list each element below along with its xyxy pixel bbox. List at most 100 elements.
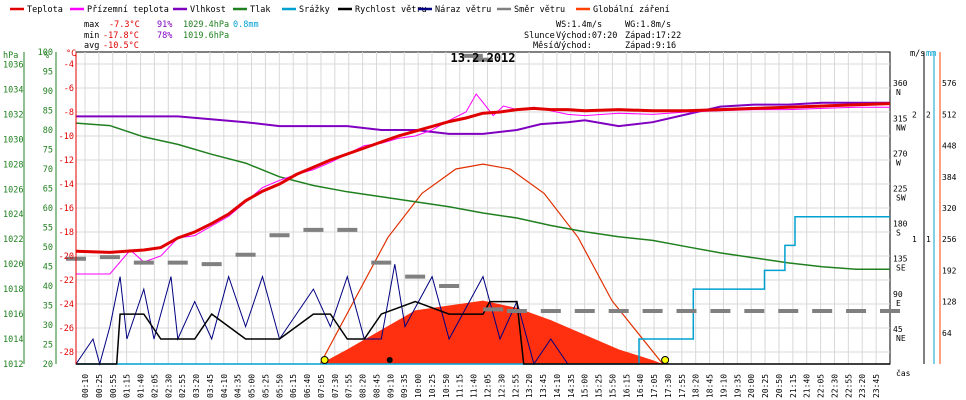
direction-label: NW	[896, 123, 906, 132]
x-tick-label: 12:30	[497, 374, 506, 398]
temperature-tick: -24	[59, 300, 74, 310]
x-tick-label: 04:35	[234, 374, 243, 398]
pressure-tick: 1026	[3, 185, 23, 195]
x-tick-label: 11:40	[470, 374, 479, 398]
x-tick-label: 20:50	[775, 374, 784, 398]
direction-tick: 90	[893, 290, 903, 299]
pressure-axis-unit: hPa	[3, 51, 18, 61]
x-tick-label: 17:05	[650, 374, 659, 398]
direction-label: S	[896, 229, 901, 238]
x-tick-label: 01:40	[137, 374, 146, 398]
humidity-tick: 95	[43, 68, 53, 78]
temperature-tick: -14	[59, 180, 74, 190]
x-tick-label: 05:00	[248, 374, 257, 398]
radiation-tick: 320	[942, 204, 957, 213]
stat-min-label: min	[84, 31, 99, 41]
humidity-tick: 65	[43, 185, 53, 195]
rain-tick: 1	[926, 235, 931, 244]
x-tick-label: 02:30	[164, 374, 173, 398]
temperature-tick: -16	[59, 204, 74, 214]
x-tick-label: 18:45	[706, 374, 715, 398]
radiation-tick: 448	[942, 142, 957, 151]
direction-tick: 315	[893, 114, 908, 123]
x-tick-label: 13:20	[525, 374, 534, 398]
x-tick-label: 18:20	[692, 374, 701, 398]
humidity-tick: 20	[43, 360, 53, 370]
radiation-tick: 256	[942, 235, 957, 244]
legend-item: Rychlost větru	[355, 5, 427, 15]
direction-tick: 45	[893, 325, 903, 334]
humidity-tick: 85	[43, 107, 53, 117]
direction-tick: 135	[893, 255, 908, 264]
humidity-tick: 80	[43, 126, 53, 136]
humidity-tick: 50	[43, 243, 53, 253]
pressure-tick: 1020	[3, 260, 23, 270]
temperature-tick: -8	[64, 108, 74, 118]
humidity-tick: 55	[43, 224, 53, 234]
humidity-tick: 100	[38, 48, 53, 58]
x-tick-label: 08:20	[359, 374, 368, 398]
temperature-tick: -4	[64, 60, 74, 70]
temperature-line	[75, 102, 891, 254]
stat-min-hum: 78%	[157, 31, 172, 41]
radiation-tick: 512	[942, 110, 957, 119]
temperature-tick: -12	[59, 156, 74, 166]
stat-ws: WS:1.4m/s	[556, 20, 602, 30]
x-tick-label: 08:45	[372, 374, 381, 398]
pressure-tick: 1014	[3, 335, 23, 345]
x-tick-label: 22:05	[817, 374, 826, 398]
legend-item: Globální záření	[593, 5, 670, 15]
pressure-tick: 1016	[3, 310, 23, 320]
stat-sun: Slunce	[524, 31, 555, 41]
sun-marker	[661, 356, 670, 364]
temperature-tick: -6	[64, 84, 74, 94]
stat-max-hum: 91%	[157, 20, 172, 30]
x-tick-label: 03:20	[192, 374, 201, 398]
x-tick-label: 03:45	[206, 374, 215, 398]
temperature-tick: -28	[59, 348, 74, 358]
x-tick-label: 00:10	[81, 374, 90, 398]
x-axis-label: čas	[896, 368, 911, 378]
pressure-tick: 1018	[3, 285, 23, 295]
legend: Teplota Přízemní teplota Vlhkost Tlak Srážky…	[10, 5, 670, 15]
ground-temperature-line	[76, 93, 890, 275]
stat-max-press: 1029.4hPa	[183, 20, 229, 30]
x-tick-label: 07:55	[345, 374, 354, 398]
x-tick-label: 09:35	[400, 374, 409, 398]
humidity-tick: 25	[43, 341, 53, 351]
humidity-tick: 35	[43, 302, 53, 312]
x-tick-label: 04:10	[220, 374, 229, 398]
x-tick-label: 00:25	[95, 374, 104, 398]
x-tick-label: 10:00	[414, 374, 423, 398]
direction-label: N	[896, 88, 901, 97]
stat-rain-total: 0.8mm	[233, 20, 259, 30]
x-tick-label: 05:25	[261, 374, 270, 398]
x-tick-label: 01:15	[123, 374, 132, 398]
x-tick-label: 23:20	[858, 374, 867, 398]
direction-tick: 360	[893, 79, 908, 88]
wind-tick: 2	[912, 110, 917, 119]
x-tick-label: 06:40	[303, 374, 312, 398]
pressure-tick: 1036	[3, 60, 23, 70]
x-tick-label: 16:15	[622, 374, 631, 398]
fills	[320, 300, 663, 364]
x-tick-label: 21:40	[803, 374, 812, 398]
pressure-tick: 1028	[3, 160, 23, 170]
grid	[76, 52, 890, 364]
pressure-line	[75, 122, 890, 270]
legend-item: Teplota	[27, 5, 63, 15]
temperature-tick: -26	[59, 324, 74, 334]
stat-avg-label: avg	[84, 41, 99, 51]
wind-tick: 1	[912, 235, 917, 244]
radiation-area	[320, 300, 663, 364]
x-tick-label: 09:10	[386, 374, 395, 398]
pressure-tick: 1022	[3, 235, 23, 245]
x-tick-label: 15:50	[608, 374, 617, 398]
stats-block: max -7.3°C 91% 1029.4hPa 0.8mm min -17.8…	[84, 20, 681, 51]
temperature-tick: -10	[59, 132, 74, 142]
x-tick-label: 20:25	[761, 374, 770, 398]
x-tick-label: 15:25	[595, 374, 604, 398]
